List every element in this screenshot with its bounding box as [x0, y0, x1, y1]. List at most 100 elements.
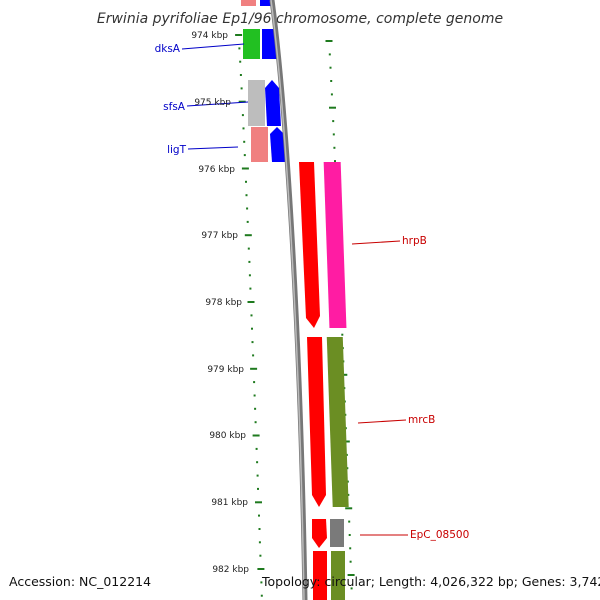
- gene-block-pink: [251, 127, 268, 162]
- outer-ring-minor-tick: [238, 47, 241, 50]
- gene-arrow-sfsA: [265, 80, 281, 126]
- outer-ring-minor-tick: [246, 220, 249, 223]
- outer-ring-minor-tick: [241, 114, 244, 117]
- outer-ring-minor-tick: [251, 327, 253, 330]
- tick-label: 977 kbp: [201, 231, 238, 241]
- inner-ring-minor-tick: [349, 547, 352, 550]
- outer-ring-minor-tick: [245, 194, 248, 197]
- gene-arrow-red-2: [307, 337, 326, 507]
- outer-ring-minor-tick: [242, 127, 245, 130]
- outer-ring-minor-tick: [243, 140, 246, 143]
- outer-ring-minor-tick: [239, 74, 242, 76]
- outer-ring-minor-tick: [258, 528, 261, 530]
- outer-ring-minor-tick: [257, 487, 259, 490]
- outer-ring-major-tick: [238, 100, 246, 103]
- callout-line-hrpB: [351, 240, 401, 245]
- outer-ring-minor-tick: [247, 247, 250, 250]
- tick-label: 979 kbp: [207, 365, 244, 375]
- gene-label-dksA: dksA: [155, 43, 181, 55]
- inner-ring-minor-tick: [341, 333, 344, 336]
- genome-backbone: [269, 0, 308, 600]
- outer-ring-minor-tick: [260, 594, 263, 597]
- outer-ring-minor-tick: [248, 274, 251, 277]
- outer-ring-major-tick: [241, 167, 249, 170]
- outer-ring-minor-tick: [260, 581, 263, 584]
- gene-block-red-bottom: [313, 551, 327, 600]
- outer-ring-minor-tick: [258, 514, 260, 517]
- topology-text: Topology: circular; Length: 4,026,322 bp…: [261, 574, 600, 589]
- genome-backbone-highlight: [270, 0, 305, 600]
- outer-ring-minor-tick: [256, 461, 259, 464]
- gene-block-olive-bottom: [331, 551, 345, 600]
- outer-ring-major-tick: [252, 434, 260, 437]
- gene-arrow-red-1: [299, 162, 320, 328]
- outer-ring-major-tick: [235, 34, 243, 36]
- gene-block-gray: [248, 80, 265, 126]
- callout-line-mrcB: [357, 419, 407, 424]
- inner-ring-minor-tick: [348, 520, 351, 523]
- outer-ring-minor-tick: [251, 341, 254, 344]
- inner-ring-minor-tick: [333, 146, 336, 149]
- inner-ring-major-tick: [345, 507, 353, 510]
- outer-ring-minor-tick: [248, 260, 251, 263]
- inner-ring-minor-tick: [332, 120, 335, 123]
- outer-ring-minor-tick: [258, 541, 261, 544]
- outer-ring-minor-tick: [246, 207, 249, 210]
- outer-ring-minor-tick: [256, 474, 259, 477]
- gene-arrow-ligT: [270, 127, 286, 162]
- inner-ring-minor-tick: [347, 493, 350, 496]
- outer-ring-minor-tick: [239, 60, 242, 63]
- tick-label: 980 kbp: [209, 431, 246, 441]
- outer-ring-minor-tick: [253, 381, 256, 384]
- inner-ring-minor-tick: [349, 560, 352, 563]
- gene-arrow-red-3: [312, 519, 327, 548]
- outer-ring-minor-tick: [254, 421, 257, 424]
- inner-ring-minor-tick: [334, 160, 336, 163]
- accession-text: Accession: NC_012214: [9, 574, 151, 589]
- map-title: Erwinia pyrifoliae Ep1/96 chromosome, co…: [97, 11, 503, 27]
- inner-ring-minor-tick: [330, 93, 333, 96]
- outer-ring-major-tick: [257, 568, 265, 570]
- callout-line-sfsA: [186, 101, 249, 107]
- inner-ring-minor-tick: [329, 66, 332, 69]
- gene-blocks-upper: [241, 0, 286, 162]
- outer-ring-minor-tick: [253, 394, 256, 397]
- inner-ring-major-tick: [347, 574, 355, 576]
- outer-ring-major-tick: [255, 501, 262, 504]
- gene-blocks-lower: [299, 162, 349, 600]
- inner-ring-minor-tick: [330, 80, 333, 82]
- outer-ring-minor-tick: [245, 180, 247, 183]
- inner-ring-minor-tick: [350, 587, 353, 590]
- outer-ring-minor-tick: [259, 554, 262, 557]
- outer-ring-minor-tick: [243, 154, 246, 157]
- inner-ring-major-tick: [325, 40, 333, 42]
- gene-block-hrpB: [323, 162, 347, 328]
- outer-ring-major-tick: [244, 234, 252, 237]
- tick-label: 975 kbp: [194, 98, 231, 108]
- gene-block-green: [243, 29, 260, 59]
- gene-label-hrpB: hrpB: [402, 235, 427, 247]
- gene-block-mrcB: [326, 337, 349, 507]
- tick-label: 976 kbp: [198, 165, 235, 175]
- tick-label: 981 kbp: [211, 498, 248, 508]
- gene-label-ligT: ligT: [167, 144, 186, 156]
- outer-ring-major-tick: [247, 301, 255, 303]
- callout-line-dksA: [181, 43, 245, 50]
- gene-block-blue-dksA: [262, 29, 277, 59]
- tick-label: 974 kbp: [191, 31, 228, 41]
- tick-label: 982 kbp: [212, 565, 249, 575]
- gene-block-blue-top: [260, 0, 272, 6]
- gene-label-sfsA: sfsA: [163, 101, 186, 113]
- callouts: [181, 43, 408, 536]
- gene-labels: dksA sfsA ligT hrpB mrcB EpC_08500: [155, 43, 470, 541]
- tick-label: 978 kbp: [205, 298, 242, 308]
- outer-ring-minor-tick: [255, 447, 258, 450]
- inner-ring-minor-tick: [328, 53, 331, 56]
- outer-ring-minor-tick: [252, 354, 255, 357]
- gene-block-pink-top: [241, 0, 256, 6]
- outer-ring-minor-tick: [249, 287, 252, 290]
- gene-label-EpC-08500: EpC_08500: [410, 529, 469, 541]
- tick-labels: 974 kbp 975 kbp 976 kbp 977 kbp 978 kbp …: [191, 31, 249, 575]
- inner-ring-minor-tick: [348, 534, 351, 536]
